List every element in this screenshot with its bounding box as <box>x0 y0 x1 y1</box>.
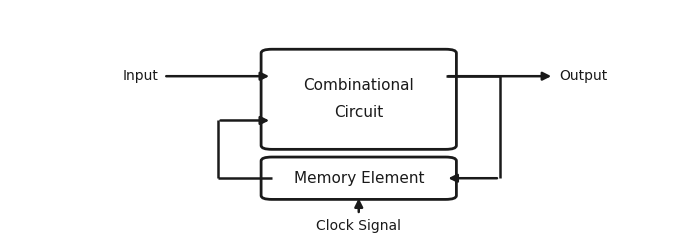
Text: tutorialspoint: tutorialspoint <box>289 124 428 142</box>
Text: Combinational: Combinational <box>303 78 414 93</box>
Text: Circuit: Circuit <box>334 105 384 120</box>
Text: Input: Input <box>122 69 158 83</box>
Text: Output: Output <box>559 69 608 83</box>
Text: Clock Signal: Clock Signal <box>316 219 401 233</box>
Text: Memory Element: Memory Element <box>293 171 424 186</box>
FancyBboxPatch shape <box>261 157 456 200</box>
FancyBboxPatch shape <box>261 49 456 149</box>
